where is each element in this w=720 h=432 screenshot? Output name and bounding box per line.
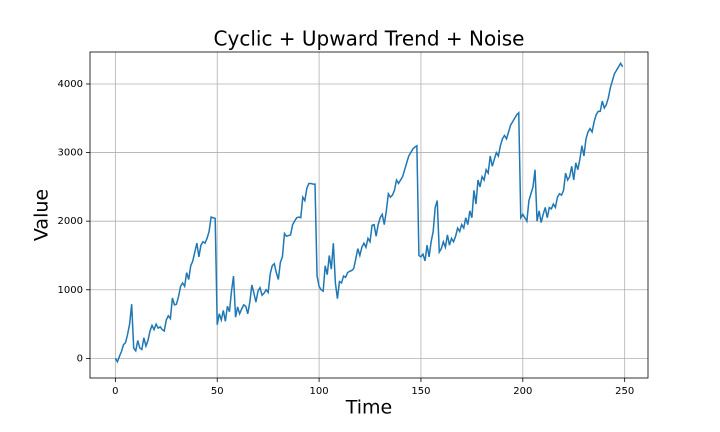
- x-tick-label: 100: [310, 386, 329, 397]
- x-tick-label: 0: [112, 386, 118, 397]
- y-tick-label: 4000: [58, 79, 83, 90]
- x-tick-label: 200: [513, 386, 532, 397]
- y-tick-label: 0: [77, 353, 83, 364]
- y-tick-label: 2000: [58, 216, 83, 227]
- x-tick-label: 250: [615, 386, 634, 397]
- x-tick-label: 150: [411, 386, 430, 397]
- y-tick-label: 1000: [58, 285, 83, 296]
- data-line: [114, 61, 624, 364]
- y-axis-label: Value: [31, 189, 53, 241]
- x-axis-label: Time: [345, 397, 393, 419]
- x-tick-label: 50: [211, 386, 224, 397]
- plot-frame: [89, 51, 649, 379]
- chart-title: Cyclic + Upward Trend + Noise: [214, 27, 525, 51]
- y-tick-label: 3000: [58, 148, 83, 159]
